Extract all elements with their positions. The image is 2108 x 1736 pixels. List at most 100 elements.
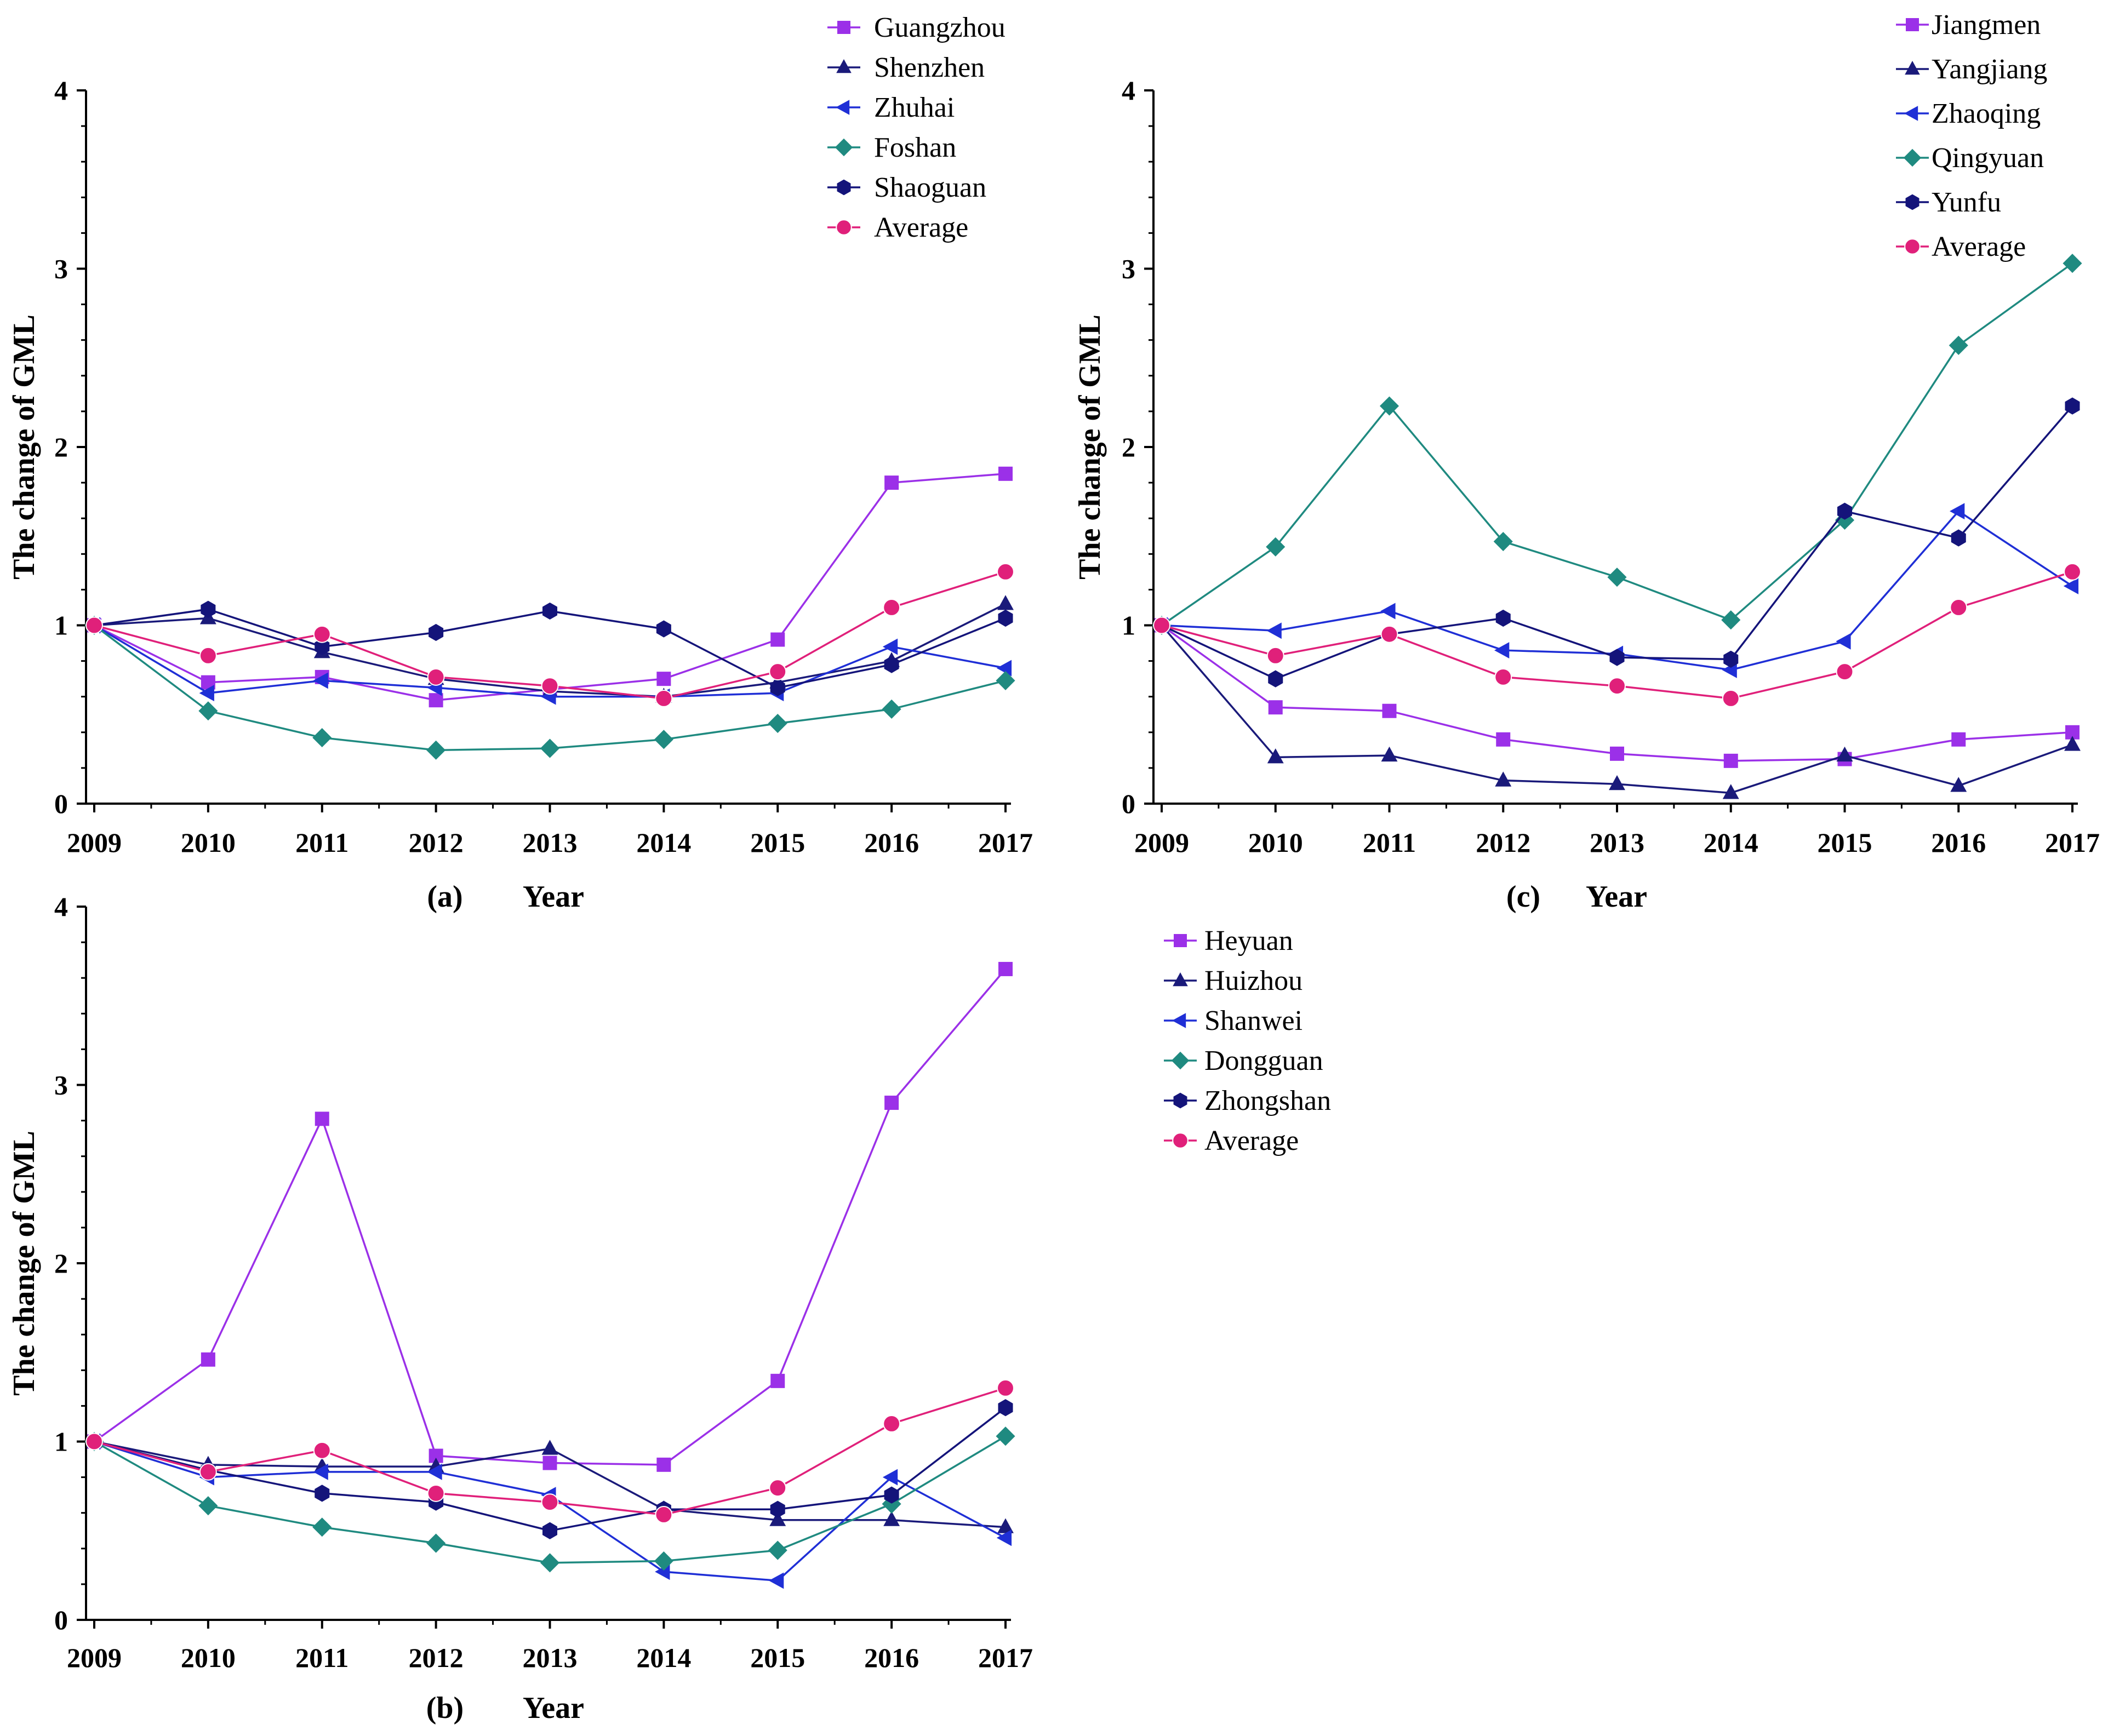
- data-point-qingyuan: [2063, 254, 2082, 273]
- x-tick-label: 2011: [295, 1642, 349, 1673]
- data-point-foshan: [996, 671, 1015, 690]
- y-tick-label: 0: [1122, 788, 1135, 819]
- series-yunfu: [1154, 397, 2080, 687]
- data-point-dongguan: [426, 1533, 446, 1553]
- series-guangzhou: [87, 466, 1013, 708]
- panel-c: 2009 2010 2011 2012 2013 2014 2015 2016 2017 0 1 2 3…: [1073, 9, 2100, 914]
- panel-b: 2009 2010 2011 2012 2013 2014 2015 2016 2017 0 1 2 3…: [7, 891, 1331, 1725]
- x-tick-label: 2012: [1476, 827, 1530, 858]
- data-point-yangjiang: [1950, 777, 1967, 792]
- data-point-shaoguan: [770, 679, 785, 697]
- data-point-average: [427, 1484, 445, 1502]
- series-average: [85, 563, 1014, 707]
- data-point-average: [655, 1506, 673, 1523]
- data-point-zhaoqing: [1494, 642, 1510, 659]
- data-point-zhongshan: [770, 1500, 785, 1518]
- legend: Heyuan Huizhou Shanwei Dongguan Zhongshan Ave…: [1164, 925, 1331, 1156]
- panel-a: 2009 2010 2011 2012 2013 2014 2015 2016 2017 0 1 2 3…: [7, 12, 1033, 914]
- data-point-qingyuan: [1266, 537, 1286, 557]
- data-point-heyuan: [315, 1112, 329, 1126]
- data-point-shaoguan: [429, 623, 444, 641]
- data-point-foshan: [312, 728, 332, 748]
- legend-label: Zhuhai: [874, 92, 955, 123]
- data-point-average: [883, 1415, 901, 1433]
- data-point-zhongshan: [998, 1399, 1013, 1417]
- legend-label: Shaoguan: [874, 172, 986, 203]
- y-axis-title: The change of GML: [7, 1131, 41, 1396]
- legend-marker-zhuhai: [836, 100, 850, 115]
- data-point-heyuan: [998, 961, 1013, 976]
- data-point-foshan: [198, 701, 218, 721]
- data-point-shaoguan: [315, 638, 330, 656]
- series-average: [1153, 563, 2081, 707]
- data-point-jiangmen: [1496, 732, 1511, 747]
- legend-label: Yangjiang: [1932, 54, 2047, 85]
- x-tick-label: 2017: [2045, 827, 2100, 858]
- series-line-guangzhou: [94, 473, 1006, 701]
- data-point-shanwei: [882, 1469, 898, 1486]
- panel-label: (a): [427, 880, 462, 914]
- x-tick-label: 2010: [181, 1642, 236, 1673]
- legend-label: Average: [1204, 1125, 1299, 1156]
- series-shaoguan: [87, 600, 1013, 697]
- data-point-average: [1494, 668, 1512, 686]
- y-tick-label: 4: [54, 891, 68, 922]
- legend-marker-qingyuan: [1903, 148, 1922, 167]
- series-average: [85, 1379, 1014, 1523]
- data-point-average: [1608, 677, 1626, 695]
- x-tick-label: 2013: [523, 827, 578, 858]
- data-point-shaoguan: [656, 620, 671, 638]
- y-tick-label: 1: [54, 1426, 68, 1457]
- x-tick-label: 2017: [978, 827, 1033, 858]
- data-point-heyuan: [770, 1373, 785, 1388]
- legend-marker-foshan: [835, 138, 853, 157]
- data-point-average: [1950, 599, 1968, 616]
- data-point-foshan: [426, 740, 446, 760]
- data-point-average: [655, 690, 673, 707]
- data-point-dongguan: [312, 1517, 332, 1537]
- legend-marker-zhongshan: [1173, 1092, 1187, 1109]
- data-point-qingyuan: [1721, 610, 1741, 630]
- x-tick-label: 2013: [523, 1642, 578, 1673]
- data-point-yunfu: [1268, 670, 1283, 687]
- data-point-huizhou: [997, 1518, 1014, 1533]
- series-jiangmen: [1155, 618, 2080, 768]
- y-axis-title: The change of GML: [7, 314, 41, 580]
- y-tick-label: 2: [54, 1248, 68, 1279]
- data-point-jiangmen: [1610, 746, 1624, 761]
- legend-label: Guangzhou: [874, 12, 1006, 43]
- data-point-huizhou: [541, 1440, 558, 1455]
- data-point-average: [1722, 690, 1740, 707]
- data-point-zhaoqing: [1266, 622, 1282, 639]
- data-point-heyuan: [656, 1457, 671, 1472]
- data-point-zhuhai: [996, 660, 1012, 677]
- legend-marker-dongguan: [1171, 1051, 1190, 1070]
- legend-label: Shenzhen: [874, 52, 985, 83]
- data-point-zhaoqing: [2063, 577, 2079, 594]
- legend-marker-average: [1904, 238, 1921, 255]
- data-point-shaoguan: [201, 600, 216, 618]
- data-point-zhongshan: [315, 1485, 330, 1502]
- data-point-foshan: [882, 699, 901, 719]
- data-point-jiangmen: [1268, 700, 1283, 715]
- legend-marker-shanwei: [1172, 1013, 1186, 1028]
- data-point-yangjiang: [1267, 748, 1284, 764]
- x-tick-label: 2016: [864, 827, 919, 858]
- y-tick-label: 0: [54, 1605, 68, 1635]
- data-point-zhongshan: [884, 1486, 899, 1504]
- x-tick-label: 2010: [181, 827, 236, 858]
- legend: Jiangmen Yangjiang Zhaoqing Qingyuan Yunfu Av…: [1896, 9, 2047, 262]
- x-tick-label: 2009: [67, 1642, 122, 1673]
- data-point-foshan: [654, 730, 673, 749]
- data-point-yunfu: [2065, 397, 2080, 415]
- x-tick-label: 2009: [67, 827, 122, 858]
- data-point-average: [1380, 625, 1398, 643]
- legend-label: Average: [874, 212, 968, 243]
- data-point-average: [541, 677, 559, 695]
- data-point-average: [883, 599, 901, 616]
- legend-marker-yangjiang: [1905, 61, 1920, 75]
- data-point-zhaoqing: [1380, 603, 1396, 620]
- data-point-huizhou: [883, 1511, 900, 1526]
- legend-label: Yunfu: [1932, 187, 2001, 218]
- data-point-dongguan: [540, 1553, 560, 1573]
